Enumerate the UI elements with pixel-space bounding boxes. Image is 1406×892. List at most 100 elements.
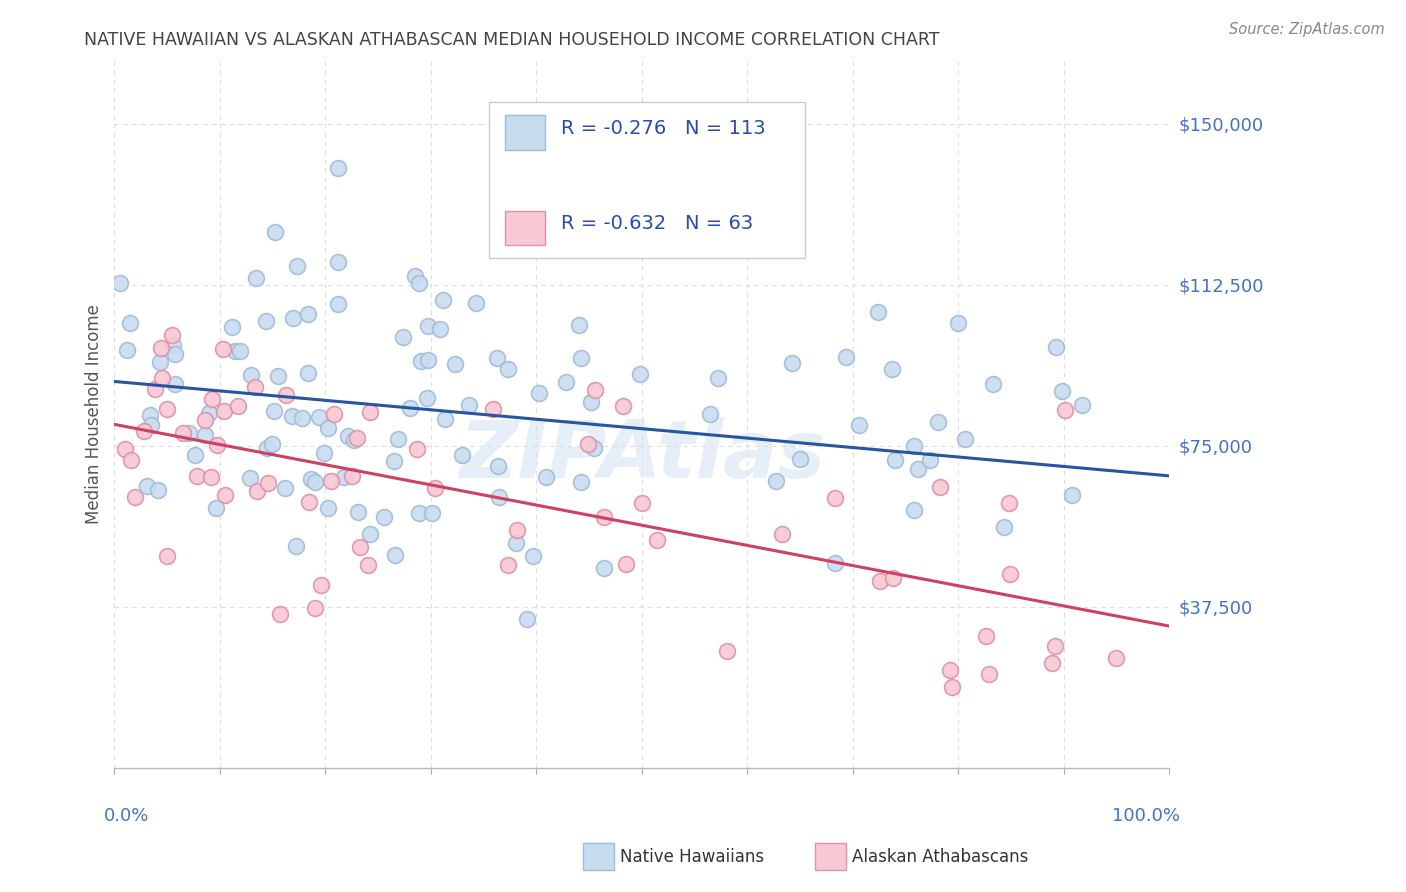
Point bbox=[869, 574, 891, 588]
Point bbox=[534, 470, 557, 484]
Point bbox=[1070, 398, 1092, 412]
Point bbox=[172, 426, 194, 441]
Point bbox=[1105, 650, 1128, 665]
Point bbox=[416, 391, 439, 405]
Point bbox=[782, 356, 804, 370]
Point bbox=[156, 401, 179, 416]
Point bbox=[257, 476, 280, 491]
Point bbox=[284, 539, 307, 553]
Point bbox=[124, 490, 146, 504]
Point bbox=[955, 432, 977, 446]
Point bbox=[299, 472, 322, 486]
Point bbox=[349, 540, 371, 554]
Point bbox=[245, 270, 267, 285]
Point bbox=[1062, 488, 1084, 502]
Point bbox=[429, 322, 451, 336]
Point bbox=[200, 470, 222, 484]
Point bbox=[347, 505, 370, 519]
Point bbox=[136, 478, 159, 492]
Point bbox=[628, 367, 651, 381]
Point bbox=[789, 451, 811, 466]
Point bbox=[903, 503, 925, 517]
Point bbox=[993, 520, 1015, 534]
Point bbox=[593, 510, 616, 524]
Point bbox=[263, 225, 285, 239]
Point bbox=[267, 368, 290, 383]
Point bbox=[1045, 339, 1067, 353]
Point bbox=[115, 343, 138, 357]
Point bbox=[824, 491, 846, 505]
Point bbox=[443, 357, 465, 371]
Point bbox=[406, 442, 429, 456]
Point bbox=[770, 527, 793, 541]
Point bbox=[432, 293, 454, 308]
Point bbox=[527, 385, 550, 400]
Point bbox=[834, 350, 856, 364]
Point bbox=[269, 607, 291, 622]
Point bbox=[496, 558, 519, 572]
Point bbox=[163, 347, 186, 361]
Point bbox=[316, 501, 339, 516]
Point bbox=[616, 557, 638, 571]
Point bbox=[229, 343, 252, 358]
Point bbox=[488, 458, 510, 473]
Point bbox=[716, 643, 738, 657]
Point bbox=[150, 370, 173, 384]
Text: Source: ZipAtlas.com: Source: ZipAtlas.com bbox=[1229, 22, 1385, 37]
Point bbox=[927, 416, 949, 430]
Point bbox=[488, 491, 510, 505]
Point bbox=[357, 558, 380, 572]
Point bbox=[404, 268, 426, 283]
Point bbox=[939, 663, 962, 677]
Point bbox=[866, 305, 889, 319]
Bar bbox=[505, 211, 544, 245]
Point bbox=[165, 376, 187, 391]
Point bbox=[138, 408, 160, 422]
Text: NATIVE HAWAIIAN VS ALASKAN ATHABASCAN MEDIAN HOUSEHOLD INCOME CORRELATION CHART: NATIVE HAWAIIAN VS ALASKAN ATHABASCAN ME… bbox=[84, 31, 939, 49]
Point bbox=[699, 408, 721, 422]
Point bbox=[132, 424, 155, 438]
Point bbox=[256, 441, 278, 455]
Point bbox=[941, 680, 963, 694]
Point bbox=[308, 409, 330, 424]
Point bbox=[645, 533, 668, 547]
Point bbox=[146, 483, 169, 497]
Point bbox=[226, 400, 249, 414]
Point bbox=[422, 507, 444, 521]
Point bbox=[340, 469, 363, 483]
Point bbox=[297, 307, 319, 321]
Bar bbox=[505, 115, 544, 150]
Point bbox=[391, 330, 413, 344]
Point bbox=[204, 500, 226, 515]
Point bbox=[506, 523, 529, 537]
Point bbox=[706, 370, 728, 384]
Point bbox=[481, 401, 503, 416]
Text: ZIPAtlas: ZIPAtlas bbox=[458, 417, 825, 495]
Point bbox=[201, 392, 224, 407]
Point bbox=[457, 398, 479, 412]
Point bbox=[205, 438, 228, 452]
Point bbox=[212, 343, 235, 357]
Point bbox=[612, 400, 634, 414]
Point bbox=[333, 470, 356, 484]
Point bbox=[194, 428, 217, 442]
Text: R = -0.276   N = 113: R = -0.276 N = 113 bbox=[561, 119, 765, 137]
Point bbox=[593, 561, 616, 575]
Point bbox=[328, 297, 350, 311]
Point bbox=[224, 344, 246, 359]
Point bbox=[929, 480, 952, 494]
Point bbox=[522, 549, 544, 564]
Point bbox=[184, 449, 207, 463]
Point bbox=[239, 368, 262, 382]
Point bbox=[120, 316, 142, 330]
Point bbox=[398, 401, 420, 415]
Point bbox=[423, 481, 446, 495]
Point bbox=[297, 366, 319, 380]
Point bbox=[177, 425, 200, 440]
Point bbox=[496, 362, 519, 376]
Point bbox=[884, 453, 907, 467]
Point bbox=[824, 556, 846, 570]
Point bbox=[373, 509, 395, 524]
Point bbox=[273, 481, 295, 495]
Point bbox=[582, 442, 605, 456]
